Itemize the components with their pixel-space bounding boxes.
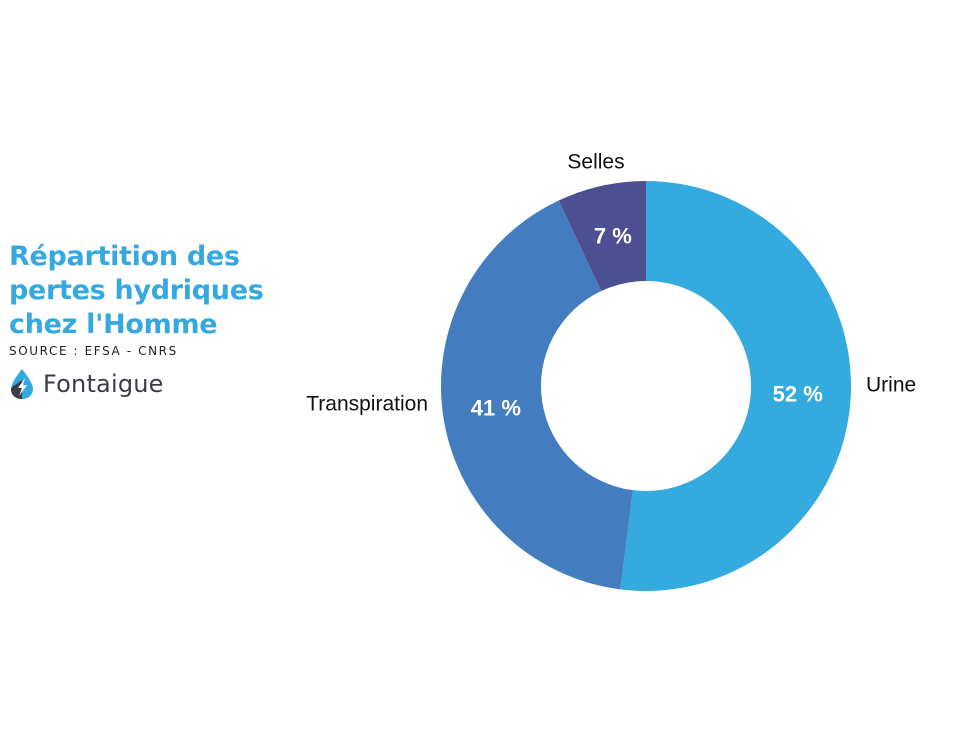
value-label-selles: 7 % — [594, 223, 632, 248]
value-label-urine: 52 % — [773, 381, 823, 406]
brand-logo: Fontaigue — [9, 368, 279, 400]
category-labels: Urine Transpiration Selles — [306, 151, 916, 416]
chart-title: Répartition des pertes hydriques chez l'… — [9, 241, 264, 340]
source-note: SOURCE : EFSA - CNRS — [9, 344, 178, 358]
brand-name: Fontaigue — [43, 370, 164, 398]
category-label-urine: Urine — [866, 374, 916, 397]
slice-urine — [620, 181, 851, 591]
category-label-selles: Selles — [567, 151, 624, 174]
title-block: Répartition des pertes hydriques chez l'… — [9, 240, 279, 400]
category-label-transpiration: Transpiration — [306, 393, 428, 416]
value-label-transpiration: 41 % — [471, 396, 521, 421]
donut-slices — [441, 181, 851, 591]
slice-selles — [558, 181, 646, 291]
value-labels: 52 % 41 % 7 % — [471, 223, 823, 420]
water-drop-icon — [11, 369, 33, 399]
slice-transpiration — [441, 200, 633, 590]
